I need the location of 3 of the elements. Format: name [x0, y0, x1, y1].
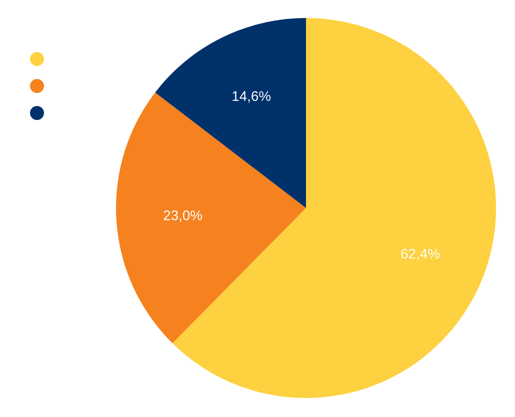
data-label: 14,6% [232, 91, 271, 103]
data-label: 62,4% [401, 248, 440, 260]
data-label: 23,0% [164, 210, 202, 222]
